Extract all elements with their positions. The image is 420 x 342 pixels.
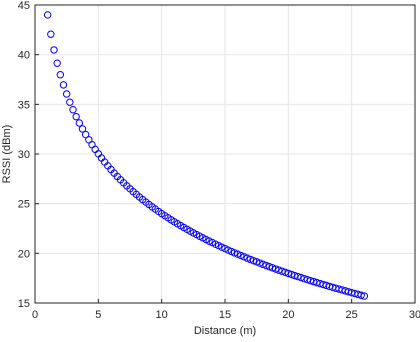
- point: [297, 273, 305, 282]
- point: [265, 262, 274, 271]
- plot-frame: [34, 4, 416, 304]
- point: [81, 130, 90, 139]
- point: [72, 112, 80, 121]
- point: [294, 272, 302, 281]
- point: [290, 271, 299, 280]
- y-tick-label: 30: [18, 149, 30, 161]
- x-axis-label: Distance (m): [194, 325, 256, 337]
- point: [281, 268, 289, 277]
- point: [62, 90, 71, 98]
- y-tick-label: 35: [18, 99, 30, 111]
- point: [249, 256, 258, 265]
- point: [278, 267, 286, 275]
- point: [306, 276, 315, 285]
- y-tick-label: 15: [18, 298, 30, 310]
- point: [360, 292, 369, 300]
- x-tick-label: 0: [32, 309, 38, 321]
- point: [47, 30, 55, 38]
- point: [88, 140, 96, 149]
- point: [50, 46, 58, 54]
- point: [303, 275, 312, 284]
- point: [59, 81, 68, 89]
- x-tick-label: 5: [95, 309, 101, 321]
- y-axis-label: RSSI (dBm): [1, 125, 13, 184]
- y-tick-label: 25: [18, 199, 30, 211]
- point: [252, 258, 261, 266]
- point: [271, 265, 280, 273]
- point: [53, 59, 61, 67]
- x-tick-label: 25: [346, 309, 358, 321]
- point: [300, 274, 308, 283]
- point: [43, 11, 52, 19]
- point: [275, 266, 283, 274]
- y-tick-label: 40: [18, 50, 30, 62]
- point: [75, 119, 84, 127]
- point: [56, 71, 65, 79]
- point: [357, 291, 365, 299]
- x-tick-label: 30: [409, 309, 420, 321]
- point: [259, 260, 267, 269]
- y-tick-label: 20: [18, 248, 30, 260]
- y-tick-label: 45: [18, 0, 30, 12]
- x-tick-label: 15: [219, 309, 231, 321]
- point: [78, 125, 87, 133]
- point: [91, 145, 99, 154]
- point: [287, 270, 296, 279]
- point: [262, 261, 270, 270]
- point: [66, 98, 74, 106]
- point: [284, 269, 293, 278]
- point: [69, 105, 77, 114]
- point: [268, 264, 277, 272]
- x-tick-label: 20: [282, 309, 294, 321]
- x-tick-label: 10: [156, 309, 168, 321]
